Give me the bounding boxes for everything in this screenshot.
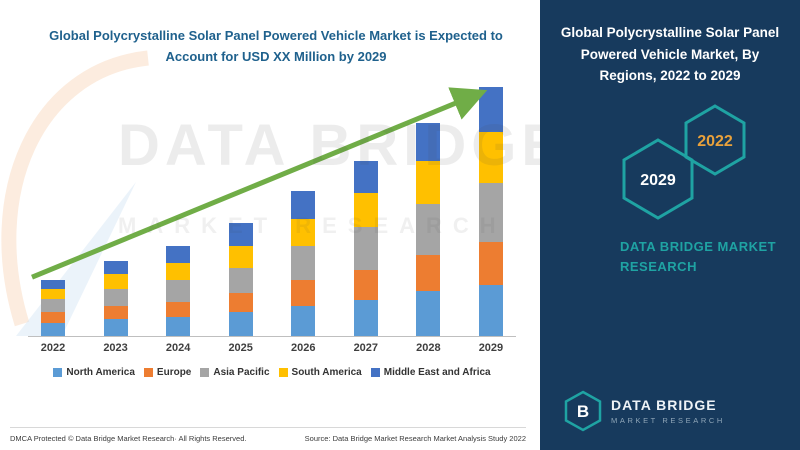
- logo-letter: B: [577, 402, 589, 421]
- bar-segment-europe-2025: [228, 293, 253, 313]
- footer: DMCA Protected © Data Bridge Market Rese…: [10, 427, 526, 443]
- x-tick-2029: 2029: [478, 341, 504, 354]
- bar-segment-north-america-2022: [41, 322, 65, 336]
- legend-label: Asia Pacific: [213, 366, 270, 378]
- bar-segment-south-america-2028: [416, 161, 441, 204]
- bar-segment-middle-east-and-africa-2027: [353, 161, 378, 194]
- company-logo: B DATA BRIDGE MARKET RESEARCH: [564, 390, 725, 432]
- x-tick-2023: 2023: [103, 341, 128, 354]
- logo-title: DATA BRIDGE: [611, 397, 717, 413]
- hexagon-2022-outline: [684, 104, 746, 176]
- legend-label: Middle East and Africa: [383, 366, 491, 378]
- side-panel: Global Polycrystalline Solar Panel Power…: [540, 0, 800, 450]
- logo-hexagon-icon: B: [564, 390, 602, 432]
- bar-segment-south-america-2029: [478, 131, 503, 183]
- chart-title: Global Polycrystalline Solar Panel Power…: [49, 28, 503, 64]
- stacked-bar-2026: [286, 191, 320, 336]
- panel-title: Global Polycrystalline Solar Panel Power…: [560, 25, 780, 84]
- bar-segment-middle-east-and-africa-2026: [291, 191, 316, 219]
- bar-segment-asia-pacific-2029: [478, 182, 503, 243]
- bar-segment-north-america-2023: [103, 318, 128, 336]
- logo-subtitle: MARKET RESEARCH: [611, 416, 725, 425]
- bar-segment-asia-pacific-2024: [166, 280, 191, 302]
- legend-swatch: [278, 367, 288, 377]
- x-tick-2026: 2026: [291, 341, 316, 354]
- bar-segment-south-america-2022: [41, 288, 65, 300]
- bar-segment-europe-2026: [291, 280, 316, 306]
- legend-label: South America: [291, 366, 362, 378]
- legend-label: Europe: [156, 366, 192, 378]
- chart-section: DATA BRIDGE MARKET RESEARCH Global Polyc…: [1, 28, 540, 443]
- legend-item-middle-east-and-africa: Middle East and Africa: [370, 366, 491, 378]
- legend-swatch: [53, 367, 63, 377]
- brand-caption: DATA BRIDGE MARKET RESEARCH: [620, 238, 777, 274]
- x-tick-2025: 2025: [228, 341, 253, 354]
- legend-swatch: [370, 367, 380, 377]
- x-tick-2027: 2027: [353, 341, 379, 354]
- bar-segment-north-america-2027: [353, 299, 378, 336]
- bar-segment-europe-2028: [416, 254, 441, 291]
- bar-segment-asia-pacific-2026: [291, 246, 316, 281]
- hexagon-badges: 2029 2022: [556, 99, 784, 231]
- bar-segment-asia-pacific-2028: [416, 203, 441, 255]
- bar-segment-middle-east-and-africa-2029: [478, 87, 503, 132]
- bar-segment-asia-pacific-2025: [228, 267, 253, 294]
- bar-segment-asia-pacific-2023: [103, 288, 128, 306]
- hexagon-2022-label: 2022: [697, 133, 733, 150]
- bar-segment-middle-east-and-africa-2024: [166, 246, 191, 264]
- chart-plot: [28, 82, 516, 337]
- stacked-bar-2025: [224, 222, 258, 336]
- stacked-bar-2023: [99, 261, 133, 336]
- bar-segment-europe-2022: [41, 312, 65, 323]
- hexagon-2022-badge: 2022: [684, 104, 746, 176]
- stacked-bar-2027: [349, 161, 383, 336]
- hexagon-2029-label: 2029: [640, 172, 676, 189]
- x-tick-2024: 2024: [165, 341, 191, 354]
- legend-item-asia-pacific: Asia Pacific: [200, 366, 270, 378]
- bar-segment-south-america-2024: [166, 263, 191, 281]
- bar-segment-north-america-2025: [228, 312, 253, 336]
- bar-segment-middle-east-and-africa-2025: [228, 222, 253, 247]
- stacked-bar-2022: [36, 280, 70, 336]
- bar-segment-north-america-2024: [166, 316, 191, 336]
- bar-segment-asia-pacific-2022: [41, 299, 65, 313]
- bar-segment-europe-2029: [478, 242, 503, 285]
- legend-item-south-america: South America: [278, 366, 362, 378]
- bar-segment-south-america-2027: [353, 193, 378, 228]
- legend-swatch: [200, 367, 210, 377]
- x-tick-2022: 2022: [40, 341, 66, 354]
- legend-label: North America: [66, 366, 135, 378]
- legend-swatch: [143, 367, 153, 377]
- bar-segment-north-america-2029: [478, 284, 503, 336]
- bar-segment-europe-2023: [103, 305, 128, 319]
- bar-segment-middle-east-and-africa-2028: [416, 123, 441, 162]
- bar-segment-north-america-2026: [291, 305, 316, 336]
- stacked-bar-chart: 2022 2023 2024 2025 2026 2027 2028 2029 North A…: [28, 82, 516, 378]
- logo-text: DATA BRIDGE MARKET RESEARCH: [611, 397, 725, 425]
- chart-legend: North America Europe Asia Pacific South Ame…: [28, 367, 516, 378]
- bar-segment-europe-2024: [166, 301, 191, 317]
- legend-item-europe: Europe: [143, 366, 192, 378]
- legend-item-north-america: North America: [53, 367, 135, 378]
- bar-segment-middle-east-and-africa-2022: [41, 280, 65, 289]
- stacked-bar-2029: [474, 87, 508, 336]
- bar-segment-south-america-2026: [291, 218, 316, 247]
- bar-segment-middle-east-and-africa-2023: [103, 261, 128, 274]
- bar-segment-asia-pacific-2027: [353, 227, 378, 270]
- footer-copyright: DMCA Protected © Data Bridge Market Rese…: [10, 434, 247, 443]
- bar-segment-south-america-2023: [103, 273, 128, 289]
- bar-segment-south-america-2025: [228, 246, 253, 268]
- bar-segment-europe-2027: [353, 269, 378, 300]
- stacked-bar-2024: [161, 246, 195, 336]
- stacked-bar-2028: [411, 123, 445, 336]
- footer-source: Source: Data Bridge Market Research Mark…: [304, 434, 526, 443]
- x-axis-labels: 2022 2023 2024 2025 2026 2027 2028 2029: [28, 342, 516, 354]
- x-tick-2028: 2028: [416, 341, 441, 354]
- bar-segment-north-america-2028: [416, 291, 441, 336]
